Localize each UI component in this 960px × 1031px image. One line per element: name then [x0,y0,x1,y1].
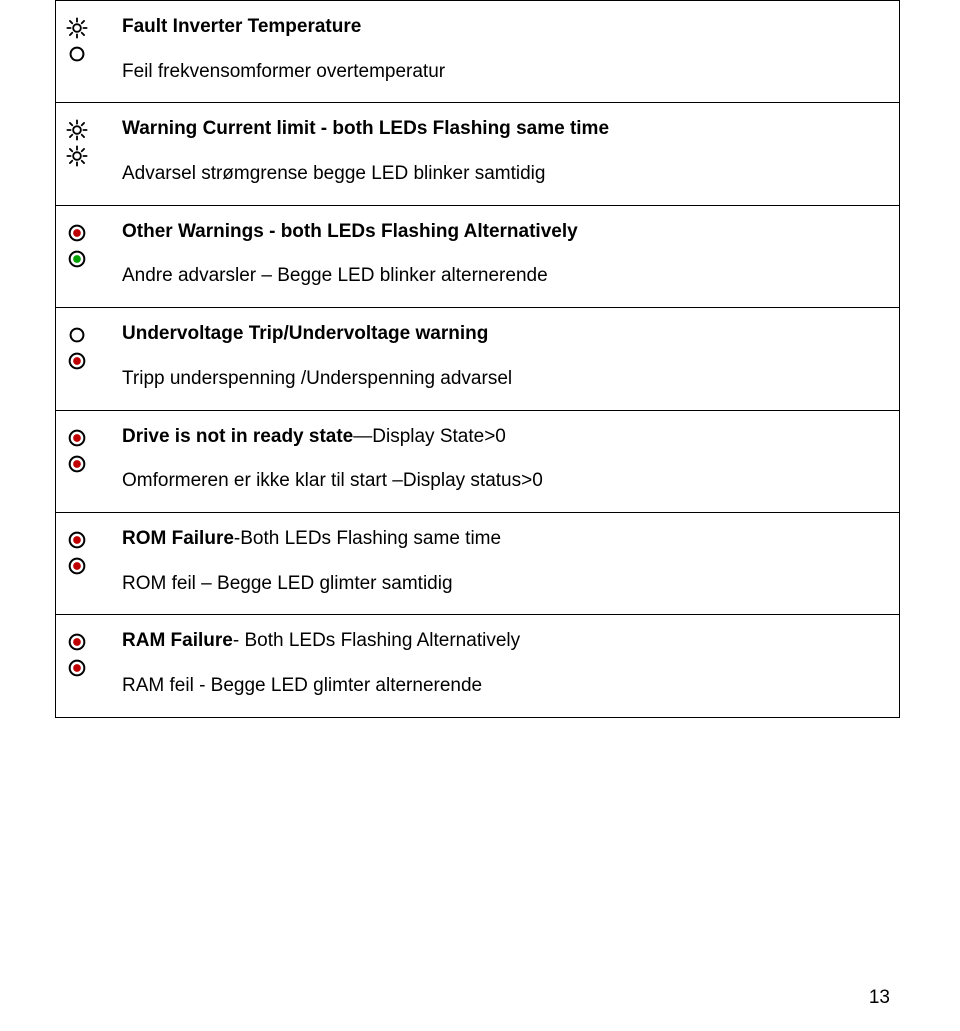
row-subtitle: Omformeren er ikke klar til start –Displ… [122,469,883,494]
led-icon-column [66,527,110,577]
empty-icon [66,324,88,346]
filled-red-icon [66,453,88,475]
table-row: ROM Failure-Both LEDs Flashing same time… [55,513,900,615]
row-subtitle: Feil frekvensomformer overtemperatur [122,60,883,85]
text-column: RAM Failure- Both LEDs Flashing Alternat… [110,629,883,704]
table-row: RAM Failure- Both LEDs Flashing Alternat… [55,615,900,717]
led-icon-column [66,220,110,270]
row-title-bold: ROM Failure [122,528,234,549]
rows-container: Fault Inverter Temperature Feil frekvenso… [0,0,960,718]
filled-red-icon [66,222,88,244]
text-column: ROM Failure-Both LEDs Flashing same time… [110,527,883,602]
row-subtitle: Andre advarsler – Begge LED blinker alte… [122,264,883,289]
row-title: Warning Current limit - both LEDs Flashi… [122,117,883,142]
row-title: RAM Failure- Both LEDs Flashing Alternat… [122,629,883,654]
filled-green-icon [66,248,88,270]
row-title-bold: RAM Failure [122,630,233,651]
row-title-bold: Undervoltage Trip/Undervoltage warning [122,323,488,344]
row-title: ROM Failure-Both LEDs Flashing same time [122,527,883,552]
empty-icon [66,43,88,65]
table-row: Fault Inverter Temperature Feil frekvenso… [55,0,900,103]
sun-icon [66,119,88,141]
text-column: Warning Current limit - both LEDs Flashi… [110,117,883,192]
page-number: 13 [869,987,890,1009]
row-title-rest: —Display State>0 [353,426,506,447]
row-title-bold: Warning Current limit - both LEDs Flashi… [122,118,609,139]
text-column: Undervoltage Trip/Undervoltage warning Tr… [110,322,883,397]
sun-icon [66,17,88,39]
row-title: Drive is not in ready state—Display Stat… [122,425,883,450]
text-column: Drive is not in ready state—Display Stat… [110,425,883,500]
led-icon-column [66,629,110,679]
row-subtitle: RAM feil - Begge LED glimter alternerend… [122,674,883,699]
row-title-rest: -Both LEDs Flashing same time [234,528,501,549]
filled-red-icon [66,657,88,679]
table-row: Undervoltage Trip/Undervoltage warning Tr… [55,308,900,410]
text-column: Other Warnings - both LEDs Flashing Alte… [110,220,883,295]
led-icon-column [66,425,110,475]
led-icon-column [66,15,110,65]
row-title-bold: Other Warnings - both LEDs Flashing Alte… [122,221,578,242]
row-title: Fault Inverter Temperature [122,15,883,40]
row-subtitle: ROM feil – Begge LED glimter samtidig [122,572,883,597]
text-column: Fault Inverter Temperature Feil frekvenso… [110,15,883,90]
led-icon-column [66,322,110,372]
row-subtitle: Advarsel strømgrense begge LED blinker s… [122,162,883,187]
row-title-bold: Drive is not in ready state [122,426,353,447]
table-row: Other Warnings - both LEDs Flashing Alte… [55,206,900,308]
row-title-rest: - Both LEDs Flashing Alternatively [233,630,520,651]
table-row: Warning Current limit - both LEDs Flashi… [55,103,900,205]
row-title-bold: Fault Inverter Temperature [122,16,361,37]
row-title: Other Warnings - both LEDs Flashing Alte… [122,220,883,245]
filled-red-icon [66,555,88,577]
filled-red-icon [66,631,88,653]
table-row: Drive is not in ready state—Display Stat… [55,411,900,513]
filled-red-icon [66,350,88,372]
filled-red-icon [66,529,88,551]
page: Fault Inverter Temperature Feil frekvenso… [0,0,960,1031]
row-title: Undervoltage Trip/Undervoltage warning [122,322,883,347]
row-subtitle: Tripp underspenning /Underspenning advar… [122,367,883,392]
led-icon-column [66,117,110,167]
sun-icon [66,145,88,167]
filled-red-icon [66,427,88,449]
